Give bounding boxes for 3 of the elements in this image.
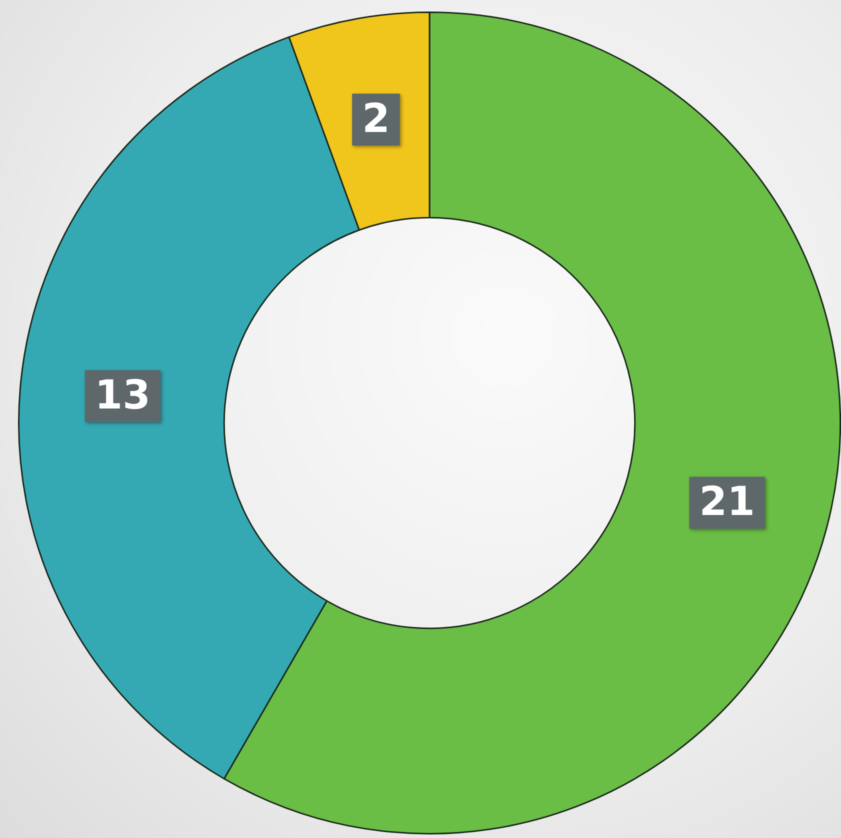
data-label: 13 <box>94 372 150 419</box>
data-label: 2 <box>362 96 390 142</box>
data-label: 21 <box>699 479 755 526</box>
